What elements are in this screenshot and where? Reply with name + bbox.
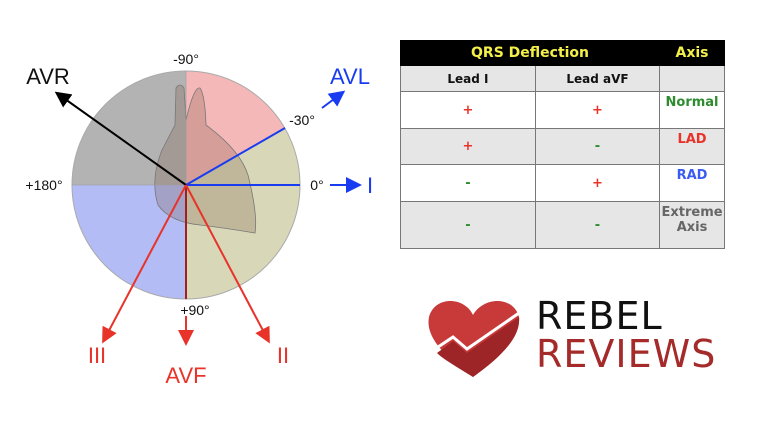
hexaxial-diagram: -90° -30° 0° +180° +90° AVR AVL I II III… [25, 51, 373, 388]
lead-avf-cell: + [534, 91, 661, 129]
lead-avl-line [185, 127, 286, 186]
lead-i-cell: - [400, 201, 536, 249]
lead-i-cell: - [400, 164, 536, 202]
axis-cell: Extreme Axis [659, 201, 725, 249]
label-avl: AVL [330, 64, 370, 89]
axis-cell: LAD [659, 128, 725, 165]
label-avf: AVF [165, 363, 206, 388]
logo-rebel: REBEL [536, 294, 663, 338]
table-row: + + Normal [400, 91, 725, 129]
axis-cell: RAD [659, 164, 725, 202]
qrs-axis-table: QRS Deflection Axis Lead I Lead aVF + + … [399, 40, 725, 249]
lead-avf-cell: - [534, 201, 661, 249]
angle-0: 0° [310, 177, 323, 193]
label-avr: AVR [26, 64, 70, 89]
angle-minus-90: -90° [173, 51, 199, 67]
label-iii: III [88, 343, 106, 368]
angle-minus-30: -30° [289, 112, 315, 128]
header-axis: Axis [659, 40, 725, 66]
column-lead-i: Lead I [400, 65, 536, 92]
extreme-quadrant [72, 71, 186, 185]
header-deflection: QRS Deflection [399, 40, 661, 66]
label-ii: II [277, 343, 289, 368]
table-row: - - Extreme Axis [400, 201, 725, 249]
lead-avf-cell: - [534, 128, 661, 165]
avr-arrow [54, 91, 187, 186]
axis-cell: Normal [659, 91, 725, 129]
iii-arrow [102, 184, 187, 344]
ii-arrow [185, 184, 270, 344]
lead-i-cell: + [400, 91, 536, 129]
column-axis-blank [659, 65, 725, 92]
normal-sector [186, 128, 301, 300]
label-i: I [367, 173, 373, 198]
table-row: + - LAD [400, 128, 725, 165]
angle-90: +90° [180, 302, 209, 318]
angle-180: +180° [25, 177, 62, 193]
column-lead-avf: Lead aVF [534, 65, 661, 92]
table-row: - + RAD [400, 164, 725, 202]
avl-arrow [321, 90, 346, 109]
lad-sector [186, 70, 285, 185]
heart-logo-icon [428, 301, 520, 377]
lead-avf-cell: + [534, 164, 661, 202]
logo-reviews: REVIEWS [536, 332, 717, 376]
rad-quadrant [72, 185, 186, 299]
lead-i-cell: + [400, 128, 536, 165]
